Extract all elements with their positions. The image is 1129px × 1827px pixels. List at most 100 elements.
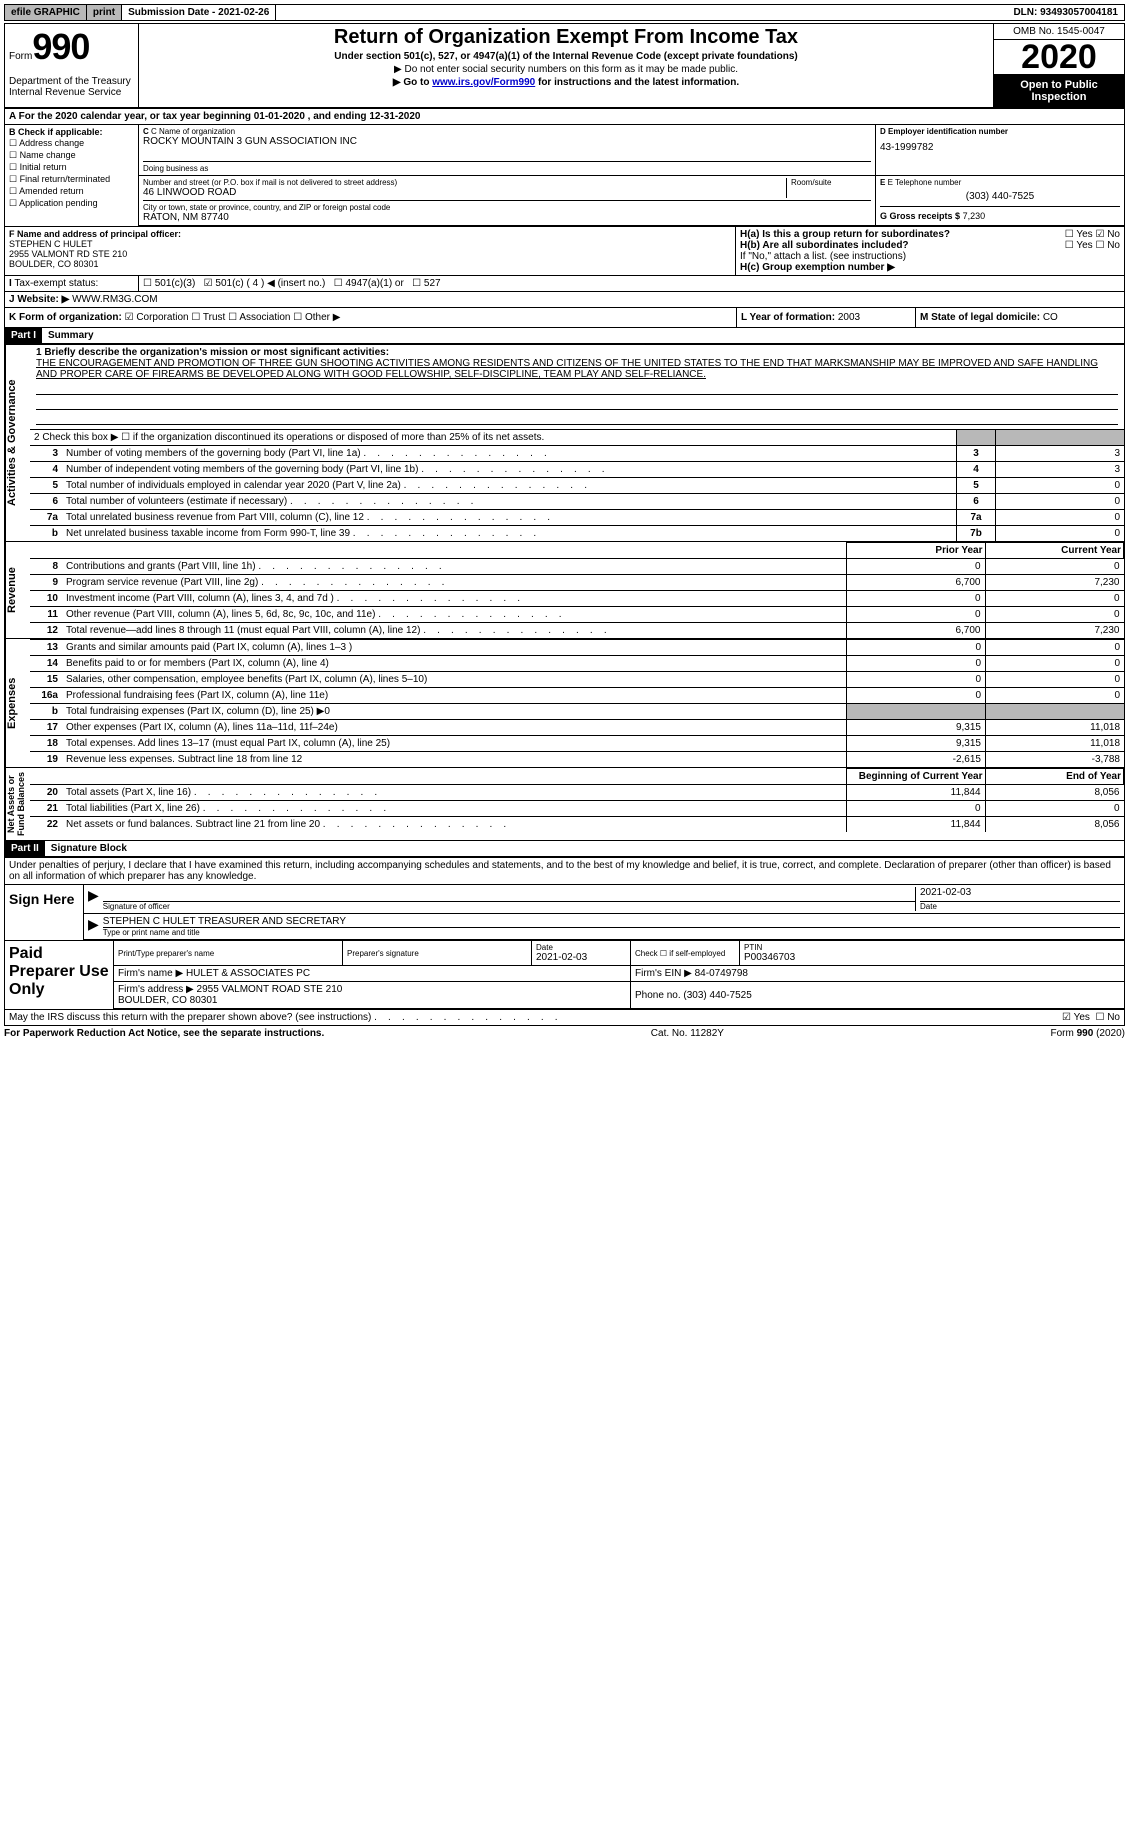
dln: DLN: 93493057004181 bbox=[1007, 5, 1124, 20]
part-2-header: Part II Signature Block bbox=[5, 841, 1124, 857]
hb-no[interactable]: No bbox=[1095, 240, 1120, 251]
self-employed[interactable]: Check ☐ if self-employed bbox=[631, 941, 740, 966]
footer: For Paperwork Reduction Act Notice, see … bbox=[4, 1026, 1125, 1041]
officer-signature-line: ▶ Signature of officer 2021-02-03 Date bbox=[84, 885, 1124, 914]
firm-phone: (303) 440-7525 bbox=[683, 990, 751, 1001]
table-row: 10Investment income (Part VIII, column (… bbox=[30, 591, 1124, 607]
table-row: 3Number of voting members of the governi… bbox=[30, 446, 1124, 462]
print-button[interactable]: print bbox=[87, 5, 122, 20]
ein-value: 43-1999782 bbox=[880, 142, 1120, 153]
tax-status-opts: 501(c)(3) 501(c) ( 4 ) ◀ (insert no.) 49… bbox=[139, 276, 1124, 291]
submission-date: Submission Date - 2021-02-26 bbox=[122, 5, 276, 20]
section-b: B Check if applicable: Address change Na… bbox=[5, 125, 139, 226]
revenue-section: Revenue Prior YearCurrent Year 8Contribu… bbox=[4, 542, 1125, 639]
section-f-h: F Name and address of principal officer:… bbox=[4, 227, 1125, 328]
table-row: 20Total assets (Part X, line 16)11,8448,… bbox=[30, 785, 1124, 801]
table-row: 12Total revenue—add lines 8 through 11 (… bbox=[30, 623, 1124, 639]
h-b-note: If "No," attach a list. (see instruction… bbox=[740, 251, 1120, 262]
efile-graphic-button[interactable]: efile GRAPHIC bbox=[5, 5, 87, 20]
governance-table: 2 Check this box ▶ ☐ if the organization… bbox=[30, 429, 1124, 541]
prep-date: 2021-02-03 bbox=[536, 952, 587, 963]
arrow-icon: ▶ bbox=[88, 887, 99, 911]
sign-here-row: Sign Here ▶ Signature of officer 2021-02… bbox=[5, 885, 1124, 940]
principal-addr2: BOULDER, CO 80301 bbox=[9, 259, 99, 269]
firm-phone-label: Phone no. bbox=[635, 990, 681, 1001]
vtab-governance: Activities & Governance bbox=[5, 345, 30, 541]
l-year: L Year of formation: 2003 bbox=[736, 308, 915, 327]
ts-501c3[interactable]: 501(c)(3) bbox=[143, 278, 195, 289]
check-name-change[interactable]: Name change bbox=[9, 150, 134, 161]
org-name: ROCKY MOUNTAIN 3 GUN ASSOCIATION INC bbox=[143, 136, 871, 147]
check-address-change[interactable]: Address change bbox=[9, 138, 134, 149]
website-row: J Website: ▶ WWW.RM3G.COM bbox=[5, 292, 1124, 308]
hb-yes[interactable]: Yes bbox=[1065, 240, 1093, 251]
table-row: bNet unrelated business taxable income f… bbox=[30, 526, 1124, 542]
ts-527[interactable]: 527 bbox=[412, 278, 440, 289]
l-label: L Year of formation: bbox=[741, 312, 835, 323]
discuss-yes[interactable]: Yes bbox=[1062, 1012, 1090, 1023]
section-c-wrap: C C Name of organization ROCKY MOUNTAIN … bbox=[139, 125, 1124, 226]
sig-date: 2021-02-03 bbox=[920, 887, 1120, 902]
form-subtitle: Under section 501(c), 527, or 4947(a)(1)… bbox=[147, 51, 985, 62]
table-row: 11Other revenue (Part VIII, column (A), … bbox=[30, 607, 1124, 623]
mission-label: 1 Briefly describe the organization's mi… bbox=[36, 347, 389, 358]
vtab-expenses: Expenses bbox=[5, 639, 30, 767]
firm-name-label: Firm's name ▶ bbox=[118, 968, 183, 979]
addr-cell: Number and street (or P.O. box if mail i… bbox=[139, 176, 876, 225]
ha-yes[interactable]: Yes bbox=[1065, 229, 1093, 240]
officer-name-label: Type or print name and title bbox=[103, 928, 1120, 937]
check-initial-return[interactable]: Initial return bbox=[9, 162, 134, 173]
check-app-pending[interactable]: Application pending bbox=[9, 198, 134, 209]
prep-date-label: Date bbox=[536, 943, 626, 952]
ko-other[interactable]: Other ▶ bbox=[293, 312, 340, 323]
ha-no[interactable]: No bbox=[1095, 229, 1120, 240]
k-org-label: K Form of organization: bbox=[9, 312, 122, 323]
table-row: 15Salaries, other compensation, employee… bbox=[30, 672, 1124, 688]
mission-text: THE ENCOURAGEMENT AND PROMOTION OF THREE… bbox=[36, 358, 1098, 380]
col-prior-year: Prior Year bbox=[846, 543, 985, 559]
signature-declaration: Under penalties of perjury, I declare th… bbox=[5, 858, 1124, 885]
instructions-link[interactable]: www.irs.gov/Form990 bbox=[432, 77, 535, 88]
check-final-return[interactable]: Final return/terminated bbox=[9, 174, 134, 185]
revenue-table: Prior YearCurrent Year 8Contributions an… bbox=[30, 542, 1124, 638]
part-1-header: Part I Summary bbox=[5, 328, 1124, 344]
form-number-value: 990 bbox=[32, 26, 89, 67]
ko-corp[interactable]: Corporation bbox=[125, 312, 189, 323]
principal-name: STEPHEN C HULET bbox=[9, 239, 93, 249]
table-row: 17Other expenses (Part IX, column (A), l… bbox=[30, 720, 1124, 736]
check-amended[interactable]: Amended return bbox=[9, 186, 134, 197]
form-header: Form990 Department of the Treasury Inter… bbox=[4, 23, 1125, 109]
discuss-no[interactable]: No bbox=[1095, 1012, 1120, 1023]
ts-501c[interactable]: 501(c) ( 4 ) ◀ (insert no.) bbox=[204, 278, 326, 289]
part-1: Part I Summary bbox=[4, 328, 1125, 345]
table-row: 7aTotal unrelated business revenue from … bbox=[30, 510, 1124, 526]
form-number: Form990 bbox=[9, 26, 134, 68]
principal-label: F Name and address of principal officer: bbox=[9, 229, 181, 239]
phone-value: (303) 440-7525 bbox=[880, 191, 1120, 202]
firm-ein: 84-0749798 bbox=[695, 968, 748, 979]
table-row: 18Total expenses. Add lines 13–17 (must … bbox=[30, 736, 1124, 752]
vtab-revenue: Revenue bbox=[5, 542, 30, 638]
discuss-row: May the IRS discuss this return with the… bbox=[5, 1009, 1124, 1025]
addr-label: Number and street (or P.O. box if mail i… bbox=[143, 178, 786, 187]
section-h: H(a) Is this a group return for subordin… bbox=[736, 227, 1124, 275]
note2-pre: ▶ Go to bbox=[393, 77, 432, 88]
dln-value: 93493057004181 bbox=[1040, 7, 1118, 18]
activities-governance: Activities & Governance 1 Briefly descri… bbox=[4, 345, 1125, 542]
ts-4947[interactable]: 4947(a)(1) or bbox=[334, 278, 404, 289]
ko-trust[interactable]: Trust bbox=[191, 312, 225, 323]
arrow-icon: ▶ bbox=[88, 916, 99, 937]
section-b-title: B Check if applicable: bbox=[9, 127, 103, 137]
tax-status-label: Tax-exempt status: bbox=[14, 278, 98, 289]
tax-year-line: A For the 2020 calendar year, or tax yea… bbox=[4, 109, 1125, 125]
submission-date-value: 2021-02-26 bbox=[218, 7, 269, 18]
m-value: CO bbox=[1043, 312, 1058, 323]
city-label: City or town, state or province, country… bbox=[143, 203, 871, 212]
sign-here-label: Sign Here bbox=[5, 885, 84, 940]
ko-assoc[interactable]: Association bbox=[228, 312, 290, 323]
ptin-label: PTIN bbox=[744, 943, 1120, 952]
org-name-label: C Name of organization bbox=[151, 127, 235, 136]
table-row: 8Contributions and grants (Part VIII, li… bbox=[30, 559, 1124, 575]
phone-label: E Telephone number bbox=[888, 178, 962, 187]
net-assets-table: Beginning of Current YearEnd of Year 20T… bbox=[30, 768, 1124, 832]
